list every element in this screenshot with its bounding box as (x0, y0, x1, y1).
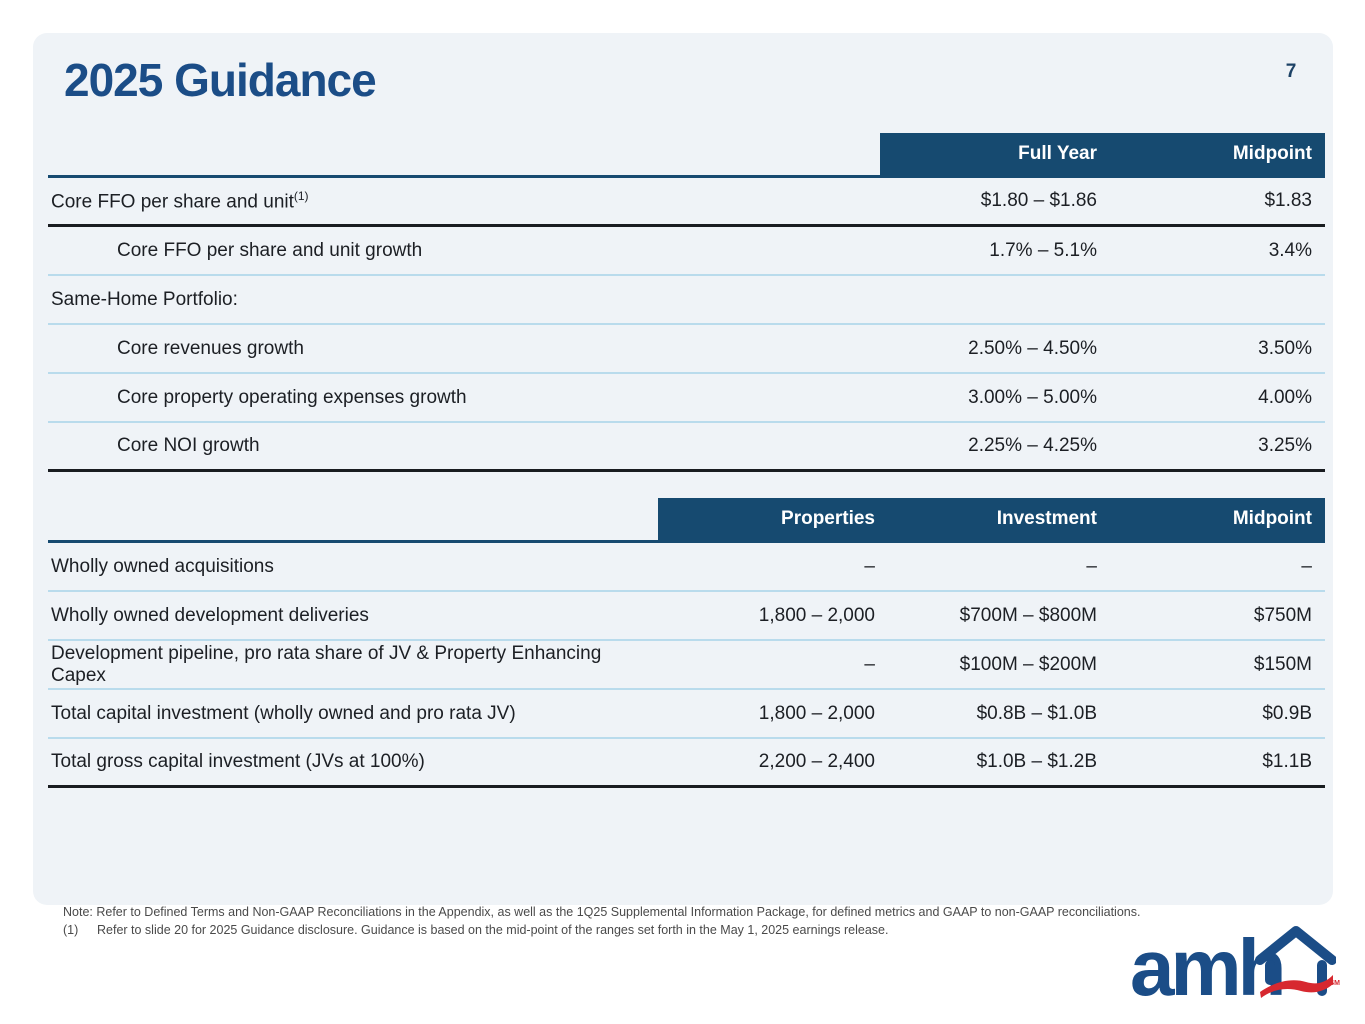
header-spacer (48, 133, 880, 175)
table-row: Core NOI growth 2.25% – 4.25% 3.25% (48, 423, 1325, 472)
column-header: Investment (996, 508, 1097, 529)
amh-logo: amh SM (1130, 924, 1340, 1019)
table-row: Core FFO per share and unit growth 1.7% –… (48, 227, 1325, 276)
row-label: Total capital investment (wholly owned a… (51, 702, 516, 724)
table-row: Core FFO per share and unit(1) $1.80 – $1… (48, 178, 1325, 227)
table-row: Development pipeline, pro rata share of … (48, 641, 1325, 690)
row-label: Same-Home Portfolio: (51, 288, 238, 310)
cell-value: 1,800 – 2,000 (758, 702, 875, 724)
cell-value: 2,200 – 2,400 (758, 751, 875, 772)
column-header: Properties (781, 508, 875, 529)
table-row: Total capital investment (wholly owned a… (48, 690, 1325, 739)
cell-value: 3.50% (1258, 337, 1312, 359)
cell-value: – (1301, 555, 1312, 577)
amh-logo-sm-mark: SM (1329, 980, 1341, 987)
cell-value: $1.0B – $1.2B (976, 751, 1097, 772)
footnote-1-text: Refer to slide 20 for 2025 Guidance disc… (97, 923, 889, 937)
cell-value: $1.80 – $1.86 (980, 190, 1097, 211)
row-label: Development pipeline, pro rata share of … (51, 642, 602, 686)
row-label: Core revenues growth (117, 337, 304, 359)
column-header: Full Year (1018, 143, 1097, 164)
cell-value: $0.9B (1262, 702, 1312, 724)
cell-value: 1.7% – 5.1% (989, 239, 1097, 261)
row-label: Total gross capital investment (JVs at 1… (51, 751, 425, 772)
ffo-guidance-table: Full Year Midpoint Core FFO per share and … (48, 133, 1325, 472)
cell-value: 3.25% (1258, 435, 1312, 456)
cell-value: $700M – $800M (959, 604, 1097, 626)
cell-value: $1.1B (1262, 751, 1312, 772)
page-title: 2025 Guidance (64, 54, 377, 106)
row-label: Core FFO per share and unit(1) (51, 188, 309, 213)
capital-investment-table: Properties Investment Midpoint Wholly owned… (48, 498, 1325, 788)
cell-value: 2.50% – 4.50% (968, 337, 1097, 359)
table-row: Core revenues growth 2.50% – 4.50% 3.50% (48, 325, 1325, 374)
slide-card: 2025 Guidance 7 Full Year Midpoint Core FF… (33, 33, 1333, 905)
table-row: Same-Home Portfolio: (48, 276, 1325, 325)
row-label: Core property operating expenses growth (117, 386, 467, 408)
cell-value: 4.00% (1258, 386, 1312, 408)
cell-value: $1.83 (1264, 190, 1312, 211)
footnote-reference: (1) (293, 188, 309, 203)
header-box: Full Year Midpoint (880, 133, 1325, 175)
cell-value: 3.4% (1268, 239, 1312, 261)
amh-house-icon (1255, 926, 1336, 998)
cell-value: – (1086, 555, 1097, 577)
cell-value: 1,800 – 2,000 (758, 604, 875, 626)
table-header-row: Full Year Midpoint (48, 133, 1325, 178)
table-row: Core property operating expenses growth 3… (48, 374, 1325, 423)
column-header: Midpoint (1232, 508, 1312, 529)
slide-page-number: 7 (1285, 61, 1297, 82)
cell-value: – (864, 555, 875, 577)
column-header: Midpoint (1232, 143, 1312, 164)
row-label: Core NOI growth (117, 435, 260, 456)
footnote-note: Note: Refer to Defined Terms and Non-GAA… (63, 905, 1141, 919)
cell-value: 3.00% – 5.00% (968, 386, 1097, 408)
header-spacer (48, 498, 658, 540)
table-row: Total gross capital investment (JVs at 1… (48, 739, 1325, 788)
table-header-row: Properties Investment Midpoint (48, 498, 1325, 543)
cell-value: $100M – $200M (959, 653, 1097, 675)
row-label: Wholly owned acquisitions (51, 555, 274, 577)
row-label: Core FFO per share and unit growth (117, 239, 423, 261)
cell-value: $0.8B – $1.0B (976, 702, 1097, 724)
footnote-1-marker: (1) (63, 923, 79, 937)
row-label: Wholly owned development deliveries (51, 604, 369, 626)
cell-value: – (864, 653, 875, 675)
footnotes: Note: Refer to Defined Terms and Non-GAA… (63, 903, 1243, 939)
footnote-1: (1) Refer to slide 20 for 2025 Guidance … (63, 921, 1243, 939)
header-box: Properties Investment Midpoint (658, 498, 1325, 540)
cell-value: $150M (1253, 653, 1312, 675)
table-row: Wholly owned development deliveries 1,800… (48, 592, 1325, 641)
cell-value: $750M (1253, 604, 1312, 626)
cell-value: 2.25% – 4.25% (968, 435, 1097, 456)
table-row: Wholly owned acquisitions – – – (48, 543, 1325, 592)
